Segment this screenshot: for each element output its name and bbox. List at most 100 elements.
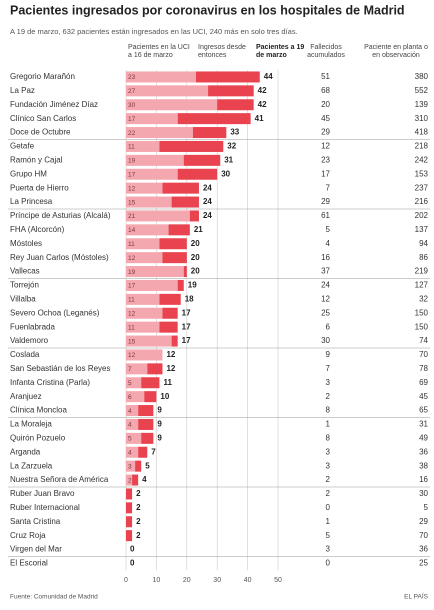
deaths-value: 29: [321, 197, 330, 206]
bar-segment: [177, 168, 218, 180]
row-label: Aranjuez: [10, 392, 42, 401]
total-label: 20: [191, 253, 200, 262]
total-label: 12: [166, 350, 175, 359]
bar-segment: [126, 168, 178, 180]
header-deaths: Fallecidos acumulados: [307, 44, 345, 59]
bar-label: 12: [128, 352, 136, 359]
bar-label: 6: [128, 394, 132, 401]
bar-segment: [159, 321, 178, 333]
row-label: Nuestra Señora de América: [10, 475, 109, 484]
deaths-value: 7: [326, 364, 331, 373]
row-label: La Paz: [10, 86, 35, 95]
deaths-value: 23: [321, 155, 330, 164]
row-label: Clínica Moncloa: [10, 406, 67, 415]
deaths-value: 24: [321, 281, 330, 290]
bar-segment: [126, 460, 136, 472]
bar-segment: [126, 321, 160, 333]
ward-value: 218: [415, 142, 429, 151]
row-label: El Escorial: [10, 559, 48, 568]
x-tick-label: 50: [274, 577, 282, 584]
bar-segment: [126, 363, 148, 375]
total-label: 5: [145, 461, 150, 470]
deaths-value: 3: [326, 461, 331, 470]
total-label: 42: [258, 86, 267, 95]
bar-segment: [126, 182, 163, 194]
deaths-value: 5: [326, 531, 331, 540]
row-label: Coslada: [10, 350, 40, 359]
bar-segment: [126, 474, 133, 486]
ward-value: 25: [419, 559, 428, 568]
bar-segment: [144, 391, 157, 403]
row-label: Santa Cristina: [10, 517, 61, 526]
bar-segment: [192, 127, 227, 139]
x-tick-label: 40: [244, 577, 252, 584]
deaths-value: 37: [321, 267, 330, 276]
ward-value: 150: [415, 308, 429, 317]
bar-segment: [126, 196, 172, 208]
ward-value: 150: [415, 322, 429, 331]
total-label: 17: [182, 336, 191, 345]
ward-value: 70: [419, 350, 428, 359]
total-label: 9: [157, 420, 162, 429]
total-label: 24: [203, 197, 212, 206]
header-new: Ingresos desde entonces: [198, 44, 246, 59]
bar-label: 12: [128, 185, 136, 192]
ward-value: 31: [419, 420, 428, 429]
bar-label: 21: [128, 213, 136, 220]
deaths-value: 6: [326, 322, 331, 331]
ward-value: 237: [415, 183, 429, 192]
bar-segment: [177, 279, 184, 291]
bar-segment: [168, 224, 190, 236]
bar-segment: [183, 266, 187, 278]
bar-label: 12: [128, 255, 136, 262]
row-label: Severo Ochoa (Leganés): [10, 308, 100, 317]
row-label: La Moraleja: [10, 420, 52, 429]
deaths-value: 51: [321, 72, 330, 81]
bar-segment: [162, 307, 178, 319]
bar-segment: [126, 293, 160, 305]
total-label: 18: [185, 294, 194, 303]
row-label: Cruz Roja: [10, 531, 46, 540]
row-label: Virgen del Mar: [10, 545, 62, 554]
bar-segment: [147, 363, 163, 375]
ward-value: 219: [415, 267, 429, 276]
bar-segment: [126, 349, 163, 361]
row-label: Móstoles: [10, 239, 42, 248]
total-label: 4: [142, 475, 147, 484]
ward-value: 30: [419, 489, 428, 498]
bar-segment: [126, 488, 133, 500]
bar-label: 14: [128, 227, 136, 234]
row-label: Doce de Octubre: [10, 128, 71, 137]
x-tick-label: 0: [124, 577, 128, 584]
bar-segment: [195, 71, 260, 83]
ward-value: 32: [419, 294, 428, 303]
brand: EL PAÍS: [404, 592, 429, 601]
ward-value: 70: [419, 531, 428, 540]
bar-label: 4: [128, 422, 132, 429]
deaths-value: 68: [321, 86, 330, 95]
bar-segment: [126, 307, 163, 319]
bar-segment: [138, 418, 154, 430]
row-label: Villalba: [10, 294, 36, 303]
ward-value: 202: [415, 211, 429, 220]
bar-segment: [141, 377, 160, 389]
row-label: Fundación Jiménez Díaz: [10, 100, 98, 109]
bar-label: 7: [128, 366, 132, 373]
ward-value: 78: [419, 364, 428, 373]
deaths-value: 3: [326, 447, 331, 456]
total-label: 2: [136, 503, 141, 512]
ward-value: 36: [419, 545, 428, 554]
bar-label: 3: [128, 463, 132, 470]
deaths-value: 29: [321, 128, 330, 137]
deaths-value: 61: [321, 211, 330, 220]
total-label: 0: [130, 545, 135, 554]
ward-value: 216: [415, 197, 429, 206]
bar-label: 4: [128, 449, 132, 456]
ward-value: 139: [415, 100, 429, 109]
bar-segment: [208, 85, 254, 97]
bar-label: 22: [128, 130, 136, 137]
row-label: Quirón Pozuelo: [10, 433, 66, 442]
bar-label: 4: [128, 408, 132, 415]
bar-segment: [171, 335, 178, 347]
bar-segment: [126, 140, 160, 152]
